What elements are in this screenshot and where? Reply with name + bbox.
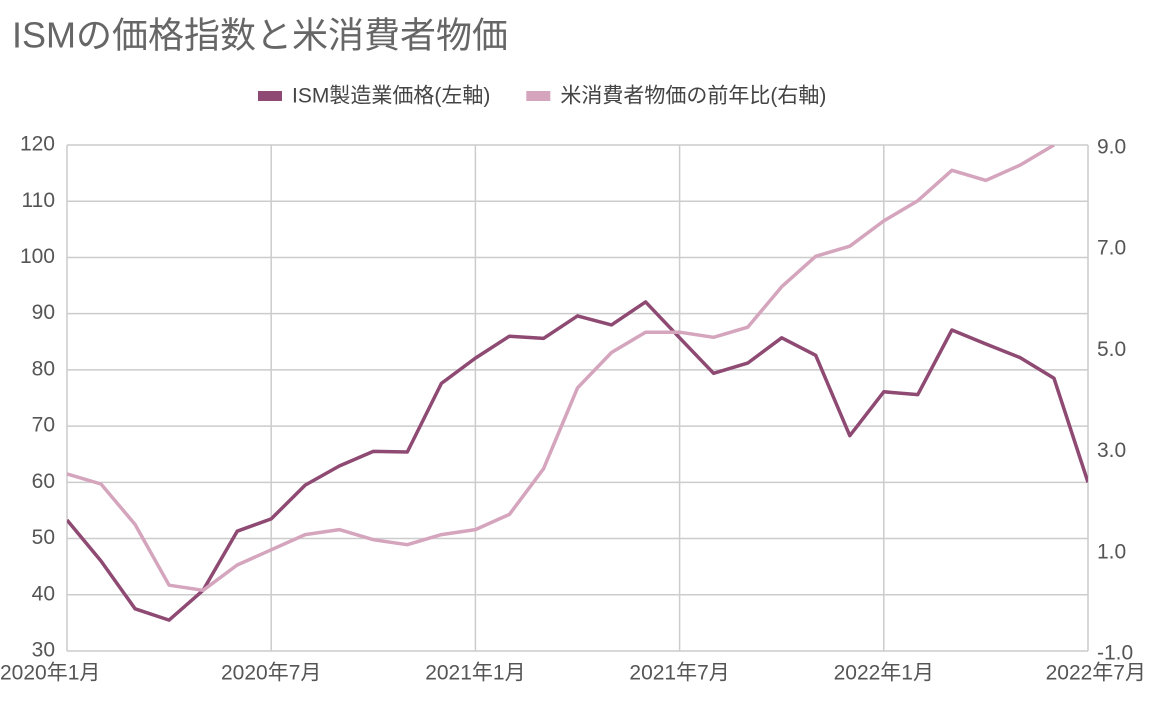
y2-tick-label: -1.0 bbox=[1097, 642, 1133, 665]
x-tick-label: 2022年7月 bbox=[1046, 662, 1146, 685]
y-tick-label: 120 bbox=[20, 133, 55, 156]
x-tick-label: 2020年1月 bbox=[0, 662, 100, 685]
legend-label: ISM製造業価格(左軸) bbox=[292, 85, 490, 108]
y-tick-label: 70 bbox=[32, 414, 55, 437]
y2-tick-label: 7.0 bbox=[1097, 237, 1126, 260]
line-series bbox=[67, 300, 1088, 622]
y-tick-label: 40 bbox=[32, 582, 55, 605]
y-tick-label: 100 bbox=[20, 245, 55, 268]
x-tick-label: 2022年1月 bbox=[834, 662, 934, 685]
x-tick-label: 2021年1月 bbox=[425, 662, 525, 685]
y-tick-label: 90 bbox=[32, 301, 55, 324]
legend-swatch bbox=[258, 91, 282, 101]
line-series bbox=[67, 145, 1055, 593]
y-tick-label: 30 bbox=[32, 639, 55, 662]
y2-tick-label: 9.0 bbox=[1097, 136, 1126, 159]
legend-label: 米消費者物価の前年比(右軸) bbox=[560, 85, 826, 108]
x-tick-label: 2021年7月 bbox=[629, 662, 729, 685]
y-tick-label: 60 bbox=[32, 470, 55, 493]
y-tick-label: 80 bbox=[32, 357, 55, 380]
legend-swatch bbox=[526, 91, 551, 101]
chart-title: ISMの価格指数と米消費者物価 bbox=[12, 15, 508, 56]
y2-tick-label: 3.0 bbox=[1097, 439, 1126, 462]
x-tick-label: 2020年7月 bbox=[221, 662, 321, 685]
y-tick-label: 110 bbox=[22, 189, 55, 212]
y2-tick-label: 5.0 bbox=[1097, 338, 1126, 361]
y2-tick-label: 1.0 bbox=[1097, 540, 1126, 563]
y-tick-label: 50 bbox=[32, 526, 55, 549]
